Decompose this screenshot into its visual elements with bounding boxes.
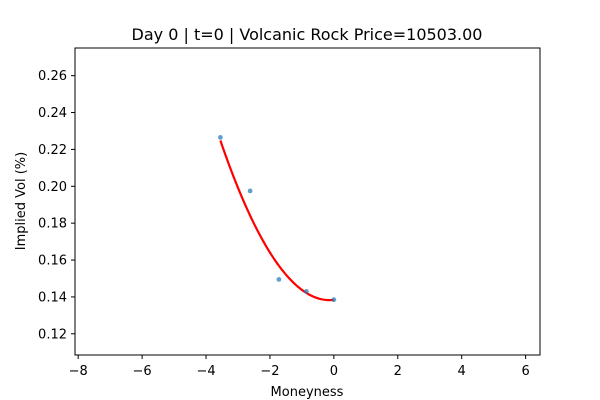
- y-tick-label: 0.20: [38, 180, 67, 195]
- y-tick-label: 0.22: [38, 143, 67, 158]
- scatter-point-4: [331, 297, 336, 302]
- y-axis-label: Implied Vol (%): [14, 152, 29, 250]
- y-tick-label: 0.12: [38, 327, 67, 342]
- y-tick-label: 0.14: [38, 290, 67, 305]
- x-tick-label: 0: [330, 364, 338, 379]
- x-axis-label: Moneyness: [271, 385, 344, 400]
- scatter-point-3: [304, 289, 309, 294]
- x-tick-label: −4: [196, 364, 215, 379]
- scatter-point-1: [248, 189, 253, 194]
- chart-title: Day 0 | t=0 | Volcanic Rock Price=10503.…: [132, 25, 483, 44]
- y-tick-label: 0.26: [38, 69, 67, 84]
- plot-area: [75, 48, 540, 355]
- x-tick-label: −6: [133, 364, 152, 379]
- y-tick-label: 0.16: [38, 254, 67, 269]
- plot-background: [75, 48, 540, 355]
- x-tick-label: 6: [521, 364, 529, 379]
- x-tick-label: 2: [394, 364, 402, 379]
- scatter-point-0: [218, 135, 223, 140]
- y-tick-label: 0.24: [38, 106, 67, 121]
- x-tick-label: −2: [260, 364, 279, 379]
- x-tick-label: −8: [69, 364, 88, 379]
- y-tick-label: 0.18: [38, 217, 67, 232]
- scatter-point-2: [277, 277, 282, 282]
- x-tick-label: 4: [458, 364, 466, 379]
